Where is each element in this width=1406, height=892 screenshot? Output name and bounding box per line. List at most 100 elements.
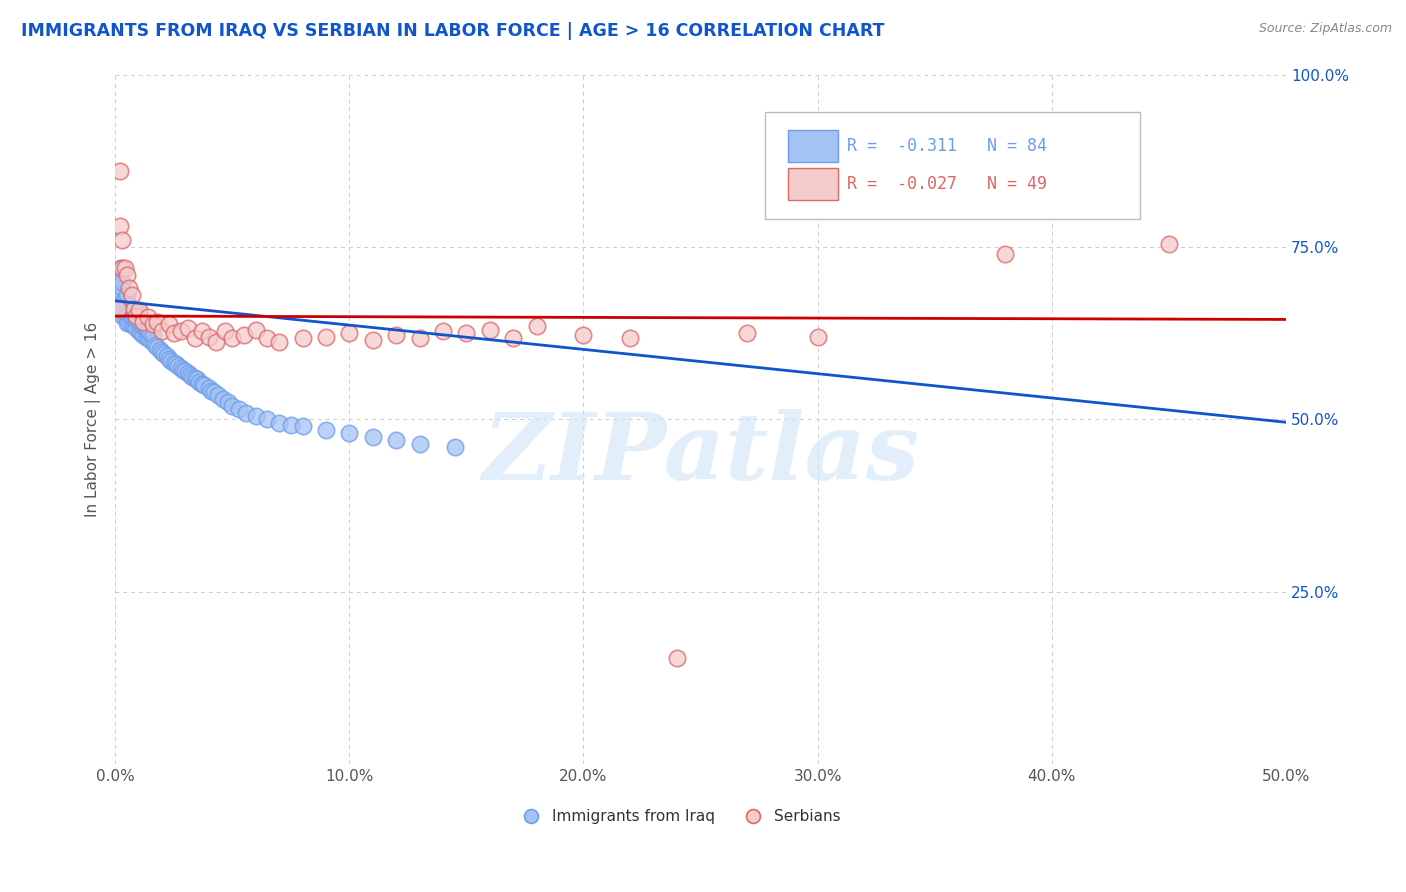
- Point: [118, 316, 141, 330]
- Point: [385, 328, 408, 343]
- Point: [432, 324, 454, 338]
- Point: [163, 356, 186, 370]
- Point: [128, 303, 150, 318]
- Point: [1157, 236, 1180, 251]
- Point: [107, 288, 129, 302]
- FancyBboxPatch shape: [789, 130, 838, 162]
- Point: [150, 344, 173, 359]
- Point: [280, 417, 302, 432]
- Point: [153, 347, 176, 361]
- Point: [135, 329, 157, 343]
- Point: [111, 260, 134, 275]
- Point: [114, 292, 136, 306]
- Point: [1381, 809, 1403, 823]
- Point: [121, 318, 143, 332]
- Point: [165, 357, 187, 371]
- Point: [337, 426, 360, 441]
- Point: [136, 324, 159, 338]
- Point: [177, 321, 200, 335]
- Point: [108, 288, 131, 302]
- Point: [200, 384, 222, 398]
- Point: [115, 288, 138, 302]
- Text: Serbians: Serbians: [775, 809, 841, 823]
- Point: [179, 368, 201, 382]
- Point: [136, 310, 159, 325]
- Point: [217, 395, 239, 409]
- Point: [572, 328, 595, 343]
- Point: [111, 295, 134, 310]
- Point: [157, 351, 180, 366]
- Point: [256, 331, 278, 345]
- Point: [619, 331, 641, 345]
- Point: [478, 323, 501, 337]
- Point: [125, 312, 148, 326]
- Point: [128, 316, 150, 330]
- Point: [108, 164, 131, 178]
- Point: [114, 260, 136, 275]
- Point: [214, 324, 236, 338]
- Point: [186, 372, 208, 386]
- Point: [115, 296, 138, 310]
- Point: [245, 323, 267, 337]
- Point: [361, 430, 384, 444]
- Point: [160, 354, 183, 368]
- Point: [142, 328, 165, 343]
- Point: [172, 363, 194, 377]
- Point: [443, 440, 465, 454]
- Point: [456, 326, 478, 341]
- Point: [207, 388, 229, 402]
- Point: [157, 318, 180, 332]
- Point: [122, 319, 145, 334]
- Point: [291, 419, 314, 434]
- Point: [132, 328, 155, 343]
- Point: [269, 335, 291, 350]
- Point: [114, 302, 136, 317]
- Point: [128, 324, 150, 338]
- Point: [129, 326, 152, 341]
- Point: [408, 436, 430, 450]
- Point: [111, 275, 134, 289]
- Point: [184, 371, 207, 385]
- Point: [135, 321, 157, 335]
- Point: [315, 329, 337, 343]
- Point: [408, 331, 430, 345]
- Point: [235, 406, 257, 420]
- Point: [125, 321, 148, 335]
- Text: Source: ZipAtlas.com: Source: ZipAtlas.com: [1258, 22, 1392, 36]
- Point: [107, 302, 129, 317]
- Point: [170, 324, 193, 338]
- Point: [163, 326, 186, 341]
- Point: [115, 268, 138, 282]
- Point: [212, 392, 235, 406]
- Point: [111, 281, 134, 295]
- Point: [191, 376, 214, 391]
- Point: [737, 326, 759, 341]
- Point: [107, 275, 129, 289]
- Text: ZIPatlas: ZIPatlas: [482, 409, 920, 499]
- Point: [361, 333, 384, 347]
- Point: [121, 288, 143, 302]
- Point: [108, 302, 131, 317]
- Point: [191, 324, 214, 338]
- Point: [156, 349, 179, 363]
- Point: [122, 302, 145, 317]
- Point: [337, 326, 360, 341]
- Point: [122, 302, 145, 317]
- Point: [146, 340, 169, 354]
- Point: [125, 309, 148, 323]
- Point: [118, 299, 141, 313]
- Point: [142, 318, 165, 332]
- Point: [122, 312, 145, 326]
- Point: [118, 281, 141, 295]
- Text: IMMIGRANTS FROM IRAQ VS SERBIAN IN LABOR FORCE | AGE > 16 CORRELATION CHART: IMMIGRANTS FROM IRAQ VS SERBIAN IN LABOR…: [21, 22, 884, 40]
- Point: [108, 260, 131, 275]
- Point: [111, 309, 134, 323]
- Text: R =  -0.027   N = 49: R = -0.027 N = 49: [846, 175, 1047, 193]
- Point: [807, 329, 830, 343]
- Point: [121, 310, 143, 325]
- Point: [121, 302, 143, 317]
- Point: [139, 333, 162, 347]
- Point: [188, 375, 211, 389]
- Point: [935, 809, 957, 823]
- Point: [174, 364, 197, 378]
